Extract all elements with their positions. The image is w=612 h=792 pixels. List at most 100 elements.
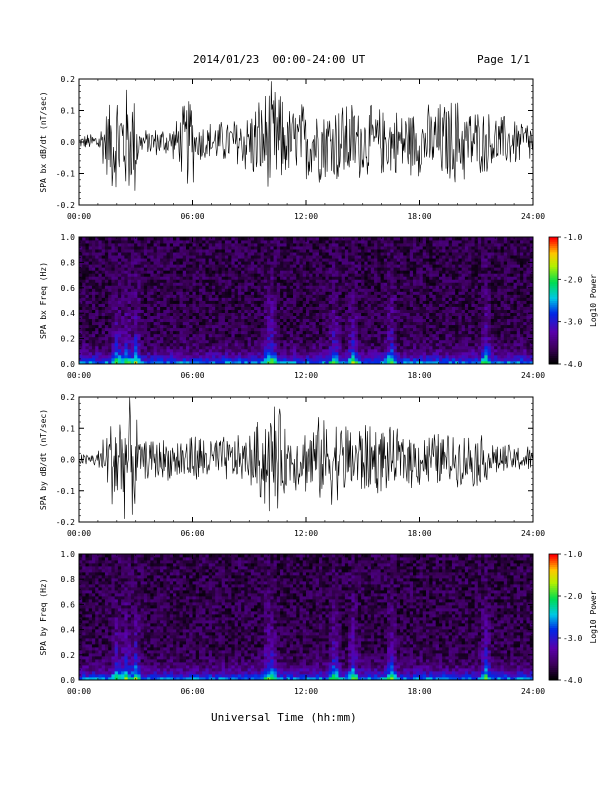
heatmap-cell [231, 294, 236, 298]
heatmap-cell [247, 288, 252, 292]
heatmap-cell [143, 324, 148, 329]
heatmap-cell [357, 330, 362, 335]
heatmap-cell [202, 315, 206, 320]
heatmap-cell [429, 258, 433, 262]
heatmap-cell [224, 273, 229, 277]
heatmap-cell [101, 336, 106, 341]
heatmap-cell [348, 297, 352, 301]
heatmap-cell [293, 243, 297, 247]
heatmap-cell [328, 309, 333, 313]
heatmap-cell [435, 351, 440, 356]
heatmap-cell [451, 327, 456, 332]
heatmap-cell [263, 288, 268, 292]
heatmap-cell [198, 243, 203, 247]
heatmap-cell [432, 240, 437, 244]
heatmap-cell [416, 291, 420, 295]
heatmap-cell [137, 267, 142, 271]
heatmap-cell [224, 261, 229, 265]
heatmap-cell [111, 297, 116, 301]
heatmap-cell [438, 339, 443, 344]
heatmap-cell [416, 303, 420, 307]
heatmap-cell [289, 240, 294, 244]
heatmap-cell [280, 291, 284, 295]
heatmap-cell [215, 300, 219, 304]
heatmap-cell [364, 360, 369, 365]
heatmap-cell [218, 333, 223, 338]
heatmap-cell [117, 327, 122, 332]
heatmap-cell [270, 285, 274, 289]
heatmap-cell [127, 246, 132, 250]
heatmap-cell [270, 273, 274, 277]
heatmap-cell [205, 303, 210, 307]
heatmap-cell [143, 243, 148, 247]
heatmap-cell [416, 294, 420, 298]
heatmap-cell [156, 351, 161, 356]
heatmap-cell [124, 258, 129, 262]
heatmap-cell [228, 336, 232, 341]
heatmap-cell [202, 288, 206, 292]
heatmap-cell [198, 333, 203, 338]
heatmap-cell [348, 318, 352, 323]
heatmap-cell [263, 309, 268, 313]
heatmap-cell [79, 339, 83, 344]
heatmap-cell [208, 330, 213, 335]
heatmap-cell [377, 285, 381, 289]
heatmap-cell [176, 360, 180, 365]
heatmap-cell [429, 318, 433, 323]
heatmap-cell [104, 249, 109, 253]
heatmap-cell [202, 306, 206, 310]
heatmap-cell [289, 360, 294, 365]
heatmap-cell [318, 264, 323, 268]
heatmap-cell [302, 249, 307, 253]
heatmap-cell [364, 294, 369, 298]
heatmap-cell [416, 339, 420, 344]
heatmap-cell [425, 357, 430, 362]
heatmap-cell [374, 267, 378, 271]
heatmap-cell [211, 279, 216, 283]
heatmap-cell [390, 261, 394, 265]
heatmap-cell [166, 267, 171, 271]
heatmap-cell [393, 279, 398, 283]
heatmap-cell [195, 237, 200, 241]
heatmap-cell [289, 336, 294, 341]
heatmap-cell [438, 321, 443, 326]
heatmap-cell [438, 255, 443, 259]
heatmap-cell [267, 291, 271, 295]
heatmap-cell [335, 279, 339, 283]
heatmap-cell [354, 339, 359, 344]
heatmap-cell [338, 291, 343, 295]
heatmap-cell [140, 303, 145, 307]
heatmap-cell [445, 243, 450, 247]
heatmap-cell [335, 318, 339, 323]
heatmap-cell [351, 270, 356, 274]
heatmap-cell [357, 261, 362, 265]
heatmap-cell [211, 324, 216, 329]
heatmap-cell [140, 321, 145, 326]
heatmap-cell [208, 309, 213, 313]
heatmap-cell [276, 273, 281, 277]
heatmap-cell [348, 342, 352, 347]
heatmap-cell [299, 249, 304, 253]
heatmap-cell [244, 312, 249, 317]
heatmap-cell [299, 261, 304, 265]
heatmap-cell [289, 279, 294, 283]
heatmap-cell [189, 327, 193, 332]
heatmap-cell [429, 360, 433, 365]
heatmap-cell [228, 243, 232, 247]
heatmap-cell [338, 321, 343, 326]
heatmap-cell [218, 246, 223, 250]
heatmap-cell [364, 288, 369, 292]
heatmap-cell [192, 315, 197, 320]
heatmap-cell [403, 342, 407, 347]
heatmap-cell [289, 261, 294, 265]
heatmap-cell [147, 267, 151, 271]
heatmap-cell [231, 348, 236, 353]
heatmap-cell [400, 354, 404, 359]
heatmap-cell [127, 321, 132, 326]
heatmap-cell [234, 240, 239, 244]
heatmap-cell [451, 339, 456, 344]
heatmap-cell [263, 279, 268, 283]
heatmap-cell [224, 333, 229, 338]
heatmap-cell [331, 279, 336, 283]
heatmap-cell [205, 276, 210, 280]
